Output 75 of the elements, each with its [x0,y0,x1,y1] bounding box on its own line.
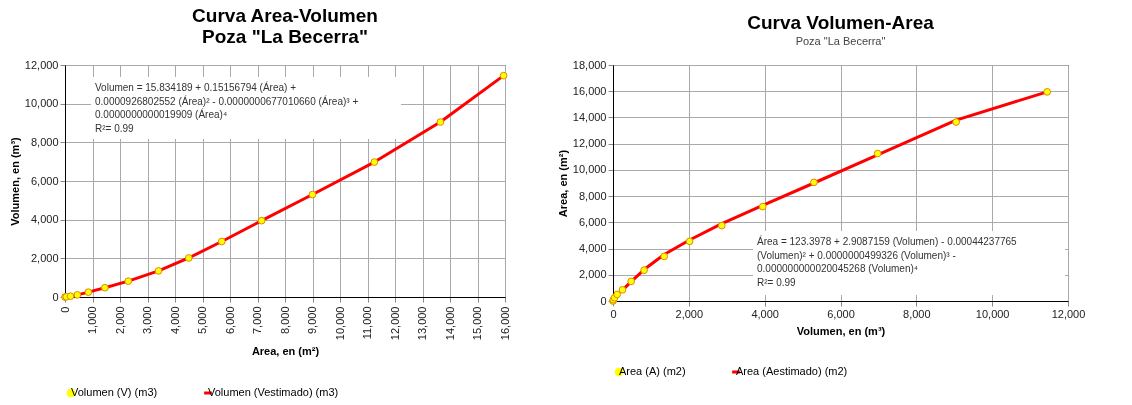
x-tick-label: 15,000 [471,306,483,341]
x-tick-label: 6,000 [223,306,236,335]
annotation: Área = 123.3978 + 2.9087159 (Volumen) - 0.00044237765 (Volumen)² + 0.0000000499326 (Volumen)³ - 0.000000000020045268 (Volumen)⁴ R²= 0.99 [757,235,1018,288]
y-tick-label: 2,000 [578,268,607,281]
x-axis-title: Volumen, en (m³) [796,324,886,337]
point [73,291,82,299]
legend-label: Volumen (Vestimado) (m3) [208,386,339,398]
chart-subtitle: Poza "La Becerra" [795,35,886,47]
point [640,266,648,275]
point [952,118,960,126]
x-tick-label: 16,000 [498,306,511,341]
y-tick-label: 16,000 [572,84,607,97]
y-tick-label: 10,000 [24,97,59,110]
point [685,237,694,246]
y-tick-label: 4,000 [30,213,59,226]
y-tick-label: 0 [52,290,59,303]
x-tick-label: 6,000 [827,307,855,320]
x-tick-label: 12,000 [1051,307,1086,320]
point [257,216,266,225]
x-tick-label: 2,000 [675,307,704,320]
x-axis-title: Area, en (m²) [251,345,320,358]
x-tick-label: 5,000 [196,306,208,335]
y-tick-label: 14,000 [572,110,607,123]
annotation: Volumen = 15.834189 + 0.15156794 (Área) + 0.0000926802552 (Área)² - 0.0000000677010660 (Área)³ + 0.0000000000019909 (Área)⁴ R²= 0.99 [95,81,359,134]
point [810,178,818,187]
y-tick-label: 0 [600,294,607,307]
y-tick-label: 2,000 [30,251,59,264]
point [436,118,445,126]
x-tick-label: 8,000 [903,307,931,320]
point [124,277,133,285]
point [873,149,882,158]
x-tick-label: 10,000 [975,307,1010,320]
x-tick-label: 0 [610,307,617,320]
y-tick-label: 10,000 [572,163,607,176]
y-tick-label: 18,000 [572,58,607,71]
point [308,190,317,199]
point [717,221,726,230]
point [499,71,508,80]
point [217,237,226,246]
point [618,286,627,294]
point [101,283,109,292]
y-tick-label: 12,000 [572,137,607,150]
point [627,277,636,286]
y-axis-title: Volumen, en (m³) [8,136,21,226]
y-axis-title: Area, en (m²) [556,149,569,218]
y-tick-label: 6,000 [578,215,607,228]
chart-title: Curva Area-Volumen Poza "La Becerra" [192,5,378,47]
x-tick-label: 9,000 [306,306,318,335]
x-tick-label: 10,000 [333,306,346,341]
y-tick-label: 8,000 [578,189,607,202]
point [660,252,669,261]
x-tick-label: 2,000 [113,306,126,335]
x-tick-label: 0 [58,306,71,313]
x-tick-label: 13,000 [416,306,428,341]
x-tick-label: 1,000 [86,306,98,335]
x-tick-label: 12,000 [388,306,401,341]
y-tick-label: 4,000 [578,242,607,255]
x-tick-label: 7,000 [251,306,263,335]
x-tick-label: 4,000 [751,307,779,320]
point [370,158,379,166]
legend-label: Area (Aestimado) (m2) [736,365,848,377]
y-tick-label: 8,000 [30,135,59,148]
x-tick-label: 8,000 [278,306,291,335]
y-tick-label: 12,000 [24,58,59,71]
point [154,267,163,275]
x-tick-label: 11,000 [361,306,373,340]
chart-title: Curva Volumen-Area [747,12,935,33]
point [184,254,193,262]
x-tick-label: 14,000 [443,306,456,341]
x-tick-label: 4,000 [168,306,181,335]
point [84,288,93,297]
y-tick-label: 6,000 [30,174,59,187]
point [758,202,767,211]
x-tick-label: 3,000 [141,306,153,335]
point [1043,88,1051,96]
